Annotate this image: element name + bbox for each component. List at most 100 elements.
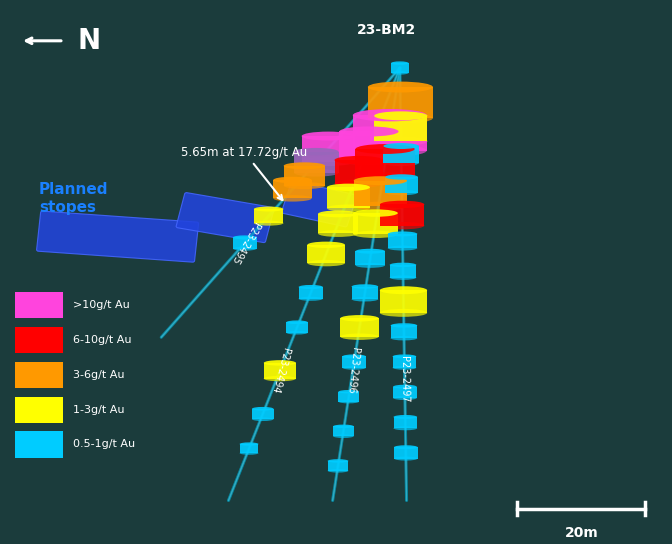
Ellipse shape: [302, 132, 355, 140]
Ellipse shape: [392, 355, 416, 358]
Ellipse shape: [240, 442, 259, 446]
Bar: [374, 116, 427, 141]
Ellipse shape: [339, 126, 398, 137]
FancyBboxPatch shape: [282, 181, 357, 227]
Ellipse shape: [318, 211, 358, 218]
Ellipse shape: [388, 245, 417, 251]
Ellipse shape: [390, 336, 417, 341]
Ellipse shape: [284, 162, 325, 169]
Ellipse shape: [233, 247, 257, 251]
Ellipse shape: [274, 195, 312, 202]
Text: Planned
stopes: Planned stopes: [39, 182, 108, 215]
Bar: [394, 447, 418, 459]
Text: P23-2497: P23-2497: [399, 356, 410, 403]
Ellipse shape: [368, 82, 433, 92]
Ellipse shape: [318, 230, 358, 237]
Ellipse shape: [394, 446, 418, 449]
Ellipse shape: [327, 205, 370, 212]
Ellipse shape: [342, 366, 366, 370]
Ellipse shape: [339, 400, 359, 403]
Ellipse shape: [274, 177, 312, 183]
Bar: [254, 209, 284, 223]
Ellipse shape: [353, 144, 427, 157]
Bar: [15, 397, 63, 423]
Ellipse shape: [391, 61, 409, 65]
Text: P23-2494: P23-2494: [269, 347, 290, 394]
Ellipse shape: [252, 407, 274, 411]
Text: 23-BM2: 23-BM2: [357, 23, 416, 37]
Bar: [384, 146, 419, 163]
Text: 5.65m at 17.72g/t Au: 5.65m at 17.72g/t Au: [181, 146, 308, 200]
Ellipse shape: [353, 109, 427, 121]
Bar: [390, 325, 417, 338]
Ellipse shape: [307, 242, 345, 248]
Bar: [368, 87, 433, 118]
Ellipse shape: [298, 285, 323, 289]
Ellipse shape: [394, 415, 417, 419]
Ellipse shape: [390, 263, 416, 267]
Bar: [339, 132, 398, 160]
Text: P23-2495: P23-2495: [228, 220, 261, 265]
Ellipse shape: [380, 222, 424, 230]
Ellipse shape: [335, 156, 383, 164]
Ellipse shape: [333, 435, 353, 438]
Bar: [392, 356, 416, 368]
Bar: [394, 417, 417, 428]
Ellipse shape: [263, 360, 296, 366]
Ellipse shape: [353, 176, 407, 185]
Ellipse shape: [252, 417, 274, 421]
Text: 3-6g/t Au: 3-6g/t Au: [73, 370, 124, 380]
FancyBboxPatch shape: [36, 211, 199, 262]
Bar: [353, 213, 398, 234]
Ellipse shape: [333, 425, 353, 428]
Bar: [386, 177, 418, 193]
Ellipse shape: [380, 286, 427, 294]
Ellipse shape: [393, 396, 417, 400]
Ellipse shape: [340, 333, 379, 340]
Ellipse shape: [254, 207, 284, 212]
Bar: [284, 166, 325, 186]
Ellipse shape: [386, 174, 418, 180]
Bar: [240, 444, 259, 453]
Text: P23-2496: P23-2496: [345, 347, 360, 394]
Bar: [286, 322, 308, 333]
Ellipse shape: [368, 113, 433, 123]
Bar: [263, 363, 296, 379]
Ellipse shape: [298, 296, 323, 301]
Text: 20m: 20m: [564, 526, 598, 540]
Text: 0.5-1g/t Au: 0.5-1g/t Au: [73, 440, 134, 449]
Bar: [380, 205, 424, 226]
Bar: [302, 136, 355, 162]
Ellipse shape: [328, 459, 348, 462]
Bar: [351, 287, 378, 299]
Ellipse shape: [340, 315, 379, 322]
Ellipse shape: [386, 190, 418, 195]
Bar: [15, 327, 63, 353]
Bar: [327, 187, 370, 208]
Bar: [15, 292, 63, 318]
Ellipse shape: [391, 71, 409, 75]
Ellipse shape: [393, 385, 417, 388]
Ellipse shape: [380, 309, 427, 317]
Bar: [15, 431, 63, 458]
Bar: [355, 149, 415, 177]
Ellipse shape: [286, 331, 308, 335]
Bar: [15, 362, 63, 388]
Ellipse shape: [327, 184, 370, 191]
Ellipse shape: [307, 260, 345, 267]
Ellipse shape: [355, 263, 385, 268]
Ellipse shape: [233, 236, 257, 239]
Ellipse shape: [335, 180, 383, 188]
Bar: [252, 409, 274, 419]
Bar: [393, 387, 417, 398]
Ellipse shape: [254, 221, 284, 226]
Bar: [328, 461, 348, 471]
Bar: [339, 392, 359, 401]
Ellipse shape: [284, 182, 325, 189]
Bar: [353, 181, 407, 206]
Ellipse shape: [384, 143, 419, 149]
Ellipse shape: [351, 297, 378, 301]
Ellipse shape: [374, 112, 427, 120]
Ellipse shape: [390, 323, 417, 327]
Bar: [298, 287, 323, 299]
